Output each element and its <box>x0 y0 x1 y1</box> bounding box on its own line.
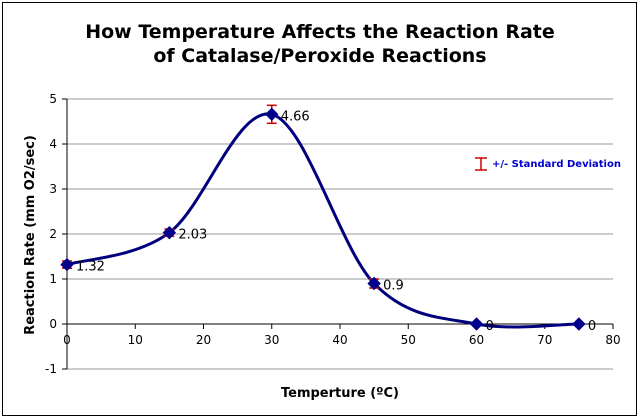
data-point-marker <box>265 107 279 122</box>
x-tick-label: 30 <box>264 333 279 347</box>
data-point-marker <box>367 276 381 291</box>
data-label: 4.66 <box>281 109 310 124</box>
legend-label: +/- Standard Deviation <box>492 159 621 170</box>
x-axis-title: Temperture (ºC) <box>281 386 399 401</box>
x-tick-label: 60 <box>469 333 484 347</box>
data-point-marker <box>469 317 484 331</box>
y-tick-label: 0 <box>49 317 57 331</box>
series-line <box>66 112 579 329</box>
series-layer <box>60 104 586 331</box>
x-tick-label: 80 <box>605 333 620 347</box>
label-layer: 1.32 2.03 4.66 0.9 0 0 <box>76 109 596 334</box>
x-tick-label: 40 <box>332 333 347 347</box>
legend: +/- Standard Deviation <box>475 157 621 171</box>
y-tick-label: 3 <box>49 182 57 196</box>
x-tick-label: 50 <box>401 333 416 347</box>
y-tick-label: 1 <box>49 272 57 286</box>
data-label: 0 <box>588 319 596 334</box>
y-axis-title: Reaction Rate (mm O2/sec) <box>23 135 38 335</box>
grid-layer <box>67 98 613 370</box>
y-tick-label: 5 <box>49 92 57 106</box>
data-label: 0.9 <box>383 279 404 294</box>
y-tick-label: 4 <box>49 137 57 151</box>
data-point-marker <box>162 225 177 240</box>
chart-title-line-2: of Catalase/Peroxide Reactions <box>153 45 486 67</box>
data-point-marker <box>572 317 586 331</box>
x-tick-label: 20 <box>196 333 211 347</box>
data-label: 2.03 <box>178 228 207 243</box>
y-tick-label: 2 <box>49 227 57 241</box>
x-tick-label: 10 <box>128 333 143 347</box>
data-label: 1.32 <box>76 260 105 275</box>
chart-frame <box>2 2 637 416</box>
data-point-marker <box>60 257 74 272</box>
data-label: 0 <box>486 319 494 334</box>
x-tick-label: 0 <box>63 333 71 347</box>
chart-title-line-1: How Temperature Affects the Reaction Rat… <box>85 21 555 43</box>
y-tick-label: -1 <box>45 362 57 376</box>
x-tick-label: 70 <box>537 333 552 347</box>
